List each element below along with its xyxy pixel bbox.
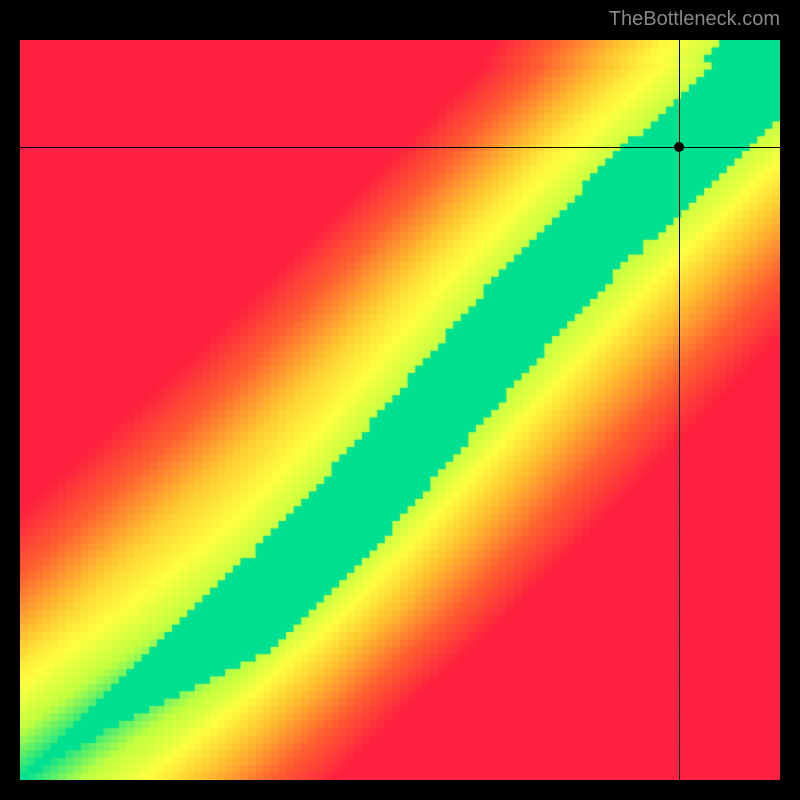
crosshair-horizontal <box>20 147 780 148</box>
watermark-text: TheBottleneck.com <box>609 8 780 31</box>
heatmap-chart <box>20 40 780 780</box>
heatmap-canvas <box>20 40 780 780</box>
crosshair-marker <box>674 142 684 152</box>
